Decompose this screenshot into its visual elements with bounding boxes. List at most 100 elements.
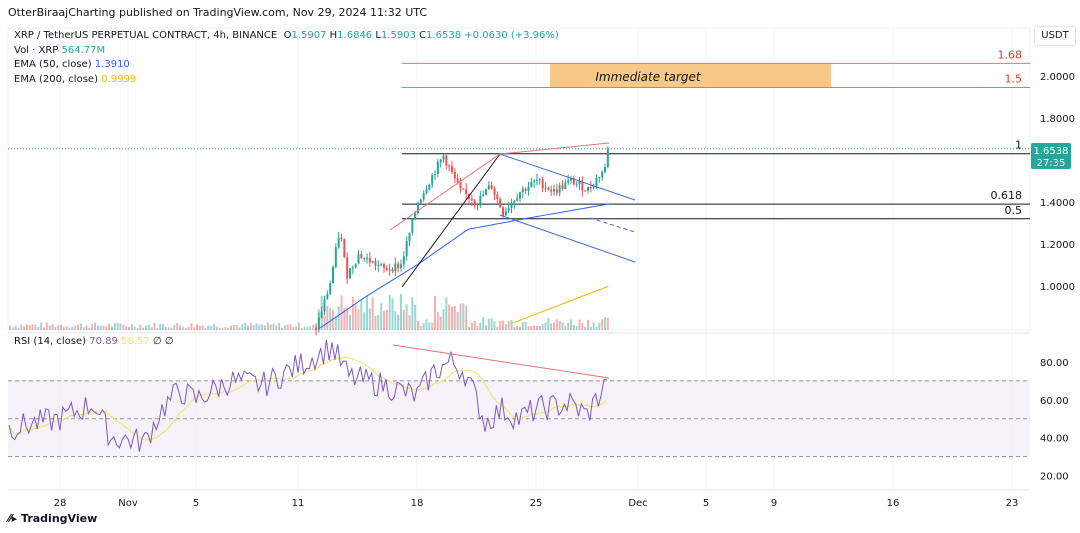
x-tick-label: 5 [703,498,709,509]
volume-bar [363,312,366,330]
candle-body [445,155,448,166]
candle-body [527,186,530,191]
rsi-divergence-line [392,344,610,379]
candle-body [581,181,584,191]
volume-bar [507,321,510,330]
volume-bar [162,324,164,330]
candle-body [587,186,589,191]
candle-body [496,194,499,200]
ema50-label[interactable]: EMA (50, close) [14,59,92,70]
volume-bar [445,297,448,330]
x-tick-label: 9 [771,498,777,509]
volume-bar [394,311,397,330]
volume-bar [164,326,167,330]
candle-body [604,166,606,172]
candle-body [584,190,587,192]
volume-bar [581,323,584,330]
volume-bar [11,327,14,330]
y-tick-label: 1.2000 [1040,240,1075,251]
close-label: C [419,30,427,41]
candle-body [332,266,334,284]
volume-bar [374,315,377,330]
channel-mid-line [589,217,636,233]
x-tick-label: 25 [530,498,543,509]
volume-bar [102,325,105,330]
volume-bar [91,324,94,330]
symbol-title[interactable]: XRP / TetherUS PERPETUAL CONTRACT, 4h, B… [14,30,278,41]
volume-bar [292,326,295,330]
immediate-target-label: Immediate target [595,70,702,84]
last-price-badge [1031,143,1071,169]
main-pane-frame [7,27,1031,331]
volume-bar [37,327,40,330]
volume-bar [113,323,116,330]
y-tick-label: 1.4000 [1040,198,1075,209]
x-tick-label: 18 [411,498,424,509]
candle-body [606,148,609,167]
candle-body [541,179,544,189]
candle-body [448,165,451,167]
ema200-label[interactable]: EMA (200, close) [14,73,98,85]
fib-level-label: 1.68 [998,48,1023,61]
volume-bar [88,327,91,330]
candle-body [519,192,521,199]
candle-body [402,256,405,265]
volume-bar [572,324,575,330]
candle-body [317,317,320,330]
volume-bar [329,307,332,330]
volume-bar [94,322,96,330]
low-value: 1.5903 [380,30,416,41]
volume-bar [425,319,428,330]
volume-bar [179,325,181,330]
volume-bar [133,326,136,330]
currency-button[interactable]: USDT [1034,26,1076,46]
rsi-y-tick-label: 80.00 [1040,358,1069,369]
volume-bar [57,325,60,330]
volume-bar [275,325,278,330]
candle-body [337,237,340,248]
volume-bar [538,325,541,330]
tradingview-logo[interactable]: ⁄⁄▸ TradingView [8,512,97,525]
volume-bar [198,325,201,330]
volume-bar [555,319,558,330]
vol-label[interactable]: Vol · XRP [14,44,59,56]
volume-bar [584,326,587,330]
volume-bar [43,327,45,330]
volume-bar [258,324,261,330]
volume-bar [459,303,462,330]
volume-bar [232,324,235,330]
candle-body [482,194,485,196]
volume-bar [547,318,550,330]
volume-bar [128,326,130,330]
ema200-value: 0.9999 [101,73,137,85]
candle-body [570,178,572,181]
rsi-label[interactable]: RSI (14, close) [14,336,87,347]
ema200-line [510,285,609,325]
tv-icon: ⁄⁄▸ [8,512,22,525]
rsi-y-tick-label: 60.00 [1040,396,1069,407]
volume-bar [303,327,306,330]
candle-body [510,202,513,208]
volume-bar [255,323,258,330]
volume-bar [40,322,43,330]
candle-body [357,253,360,264]
volume-bar [187,326,190,330]
candle-body [507,207,510,211]
volume-bar [51,324,54,330]
volume-bar [207,325,210,330]
volume-bar [428,322,431,330]
volume-bar [337,306,340,330]
volume-bar [516,325,519,330]
volume-bar [31,324,34,330]
volume-bar [224,327,227,330]
volume-bar [513,326,516,330]
volume-bar [567,322,570,330]
candle-body [380,264,383,266]
volume-bar [323,315,326,330]
candle-body [553,189,555,192]
volume-bar [411,297,414,330]
candle-body [572,178,575,185]
open-label: O [283,30,292,41]
volume-bar [470,322,473,330]
